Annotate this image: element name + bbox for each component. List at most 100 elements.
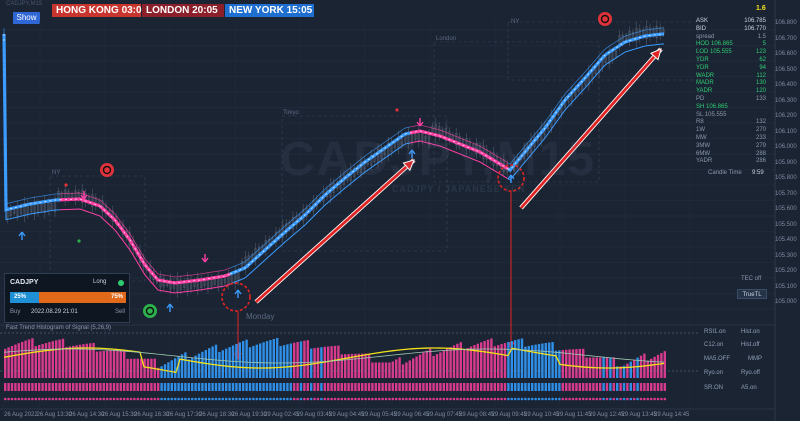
show-button[interactable]: Show <box>13 12 40 24</box>
chart-symbol-caption: CADJPY,M15 <box>6 1 43 7</box>
signal-strip-dot <box>354 397 357 401</box>
histogram-bar <box>446 348 449 378</box>
signal-bar <box>337 383 340 391</box>
candle-body <box>614 51 618 57</box>
time-tick-label: 29 Aug 04:45 <box>329 412 365 418</box>
histogram-bar <box>303 340 306 378</box>
ryo-off-toggle[interactable]: Ryo.off <box>741 370 760 376</box>
signal-bar <box>439 383 442 391</box>
info-panel-key: YDR <box>696 57 709 63</box>
histogram-bar <box>225 348 228 378</box>
time-tick-label: 26 Aug 19:30 <box>231 412 267 418</box>
signal-strip-dot <box>561 397 565 401</box>
histogram-bar <box>534 344 537 378</box>
info-panel-row: YADR 120 <box>696 87 766 95</box>
c12-toggle[interactable]: C12.on <box>704 342 724 348</box>
signal-bar <box>299 383 303 391</box>
histogram-bar <box>201 351 204 378</box>
trend-ma-dots <box>59 198 101 207</box>
signal-strip-dot <box>585 397 588 401</box>
histogram-bar <box>350 353 354 378</box>
signal-strip-dot <box>31 397 34 401</box>
rsi-toggle[interactable]: RSI1.on <box>704 329 726 335</box>
histogram-bar <box>102 350 105 378</box>
oscillator-title: Fast Trend Histogram of Signal (5,26,9) <box>6 325 112 331</box>
histogram-bar <box>340 354 343 378</box>
oscillator-slow-line <box>3 348 665 364</box>
signal-strip-dot <box>632 397 636 401</box>
price-tick-label: 106.500 <box>775 66 797 73</box>
info-panel-value: 270 <box>755 127 766 134</box>
signal-bar <box>401 383 405 391</box>
signal-bar <box>72 383 75 391</box>
a5-toggle[interactable]: A5.on <box>741 385 757 391</box>
signal-strip-dot <box>238 397 242 401</box>
signal-bar <box>418 383 422 391</box>
histogram-bar <box>663 351 666 378</box>
info-panel-key: YDR <box>696 64 709 71</box>
pair-sentiment-box[interactable]: CADJPY Long 25% 75% 2022.08.29 21:01 Buy… <box>4 273 130 323</box>
signal-bar <box>99 383 102 391</box>
signal-bar <box>10 383 14 391</box>
time-tick-label: 29 Aug 02:45 <box>264 412 300 418</box>
hist-toggle[interactable]: Hist.on <box>741 329 760 335</box>
session-label-ny: NY <box>511 19 520 25</box>
histogram-bar <box>4 348 7 378</box>
signal-bar <box>500 383 503 391</box>
ryo-on-toggle[interactable]: Ryo.on <box>704 370 724 376</box>
signal-bar <box>262 383 265 391</box>
signal-strip-dot <box>643 397 646 401</box>
histogram-bar <box>85 343 88 378</box>
histogram-bar <box>221 350 224 378</box>
price-tick-label: 105.900 <box>775 159 797 166</box>
signal-up-arrow <box>408 149 416 158</box>
histogram-bar <box>259 343 262 378</box>
info-panel-key: WADR <box>696 72 715 79</box>
hist-off-toggle[interactable]: Hist.off <box>741 342 760 348</box>
signal-strip-dot <box>133 397 136 401</box>
signal-bar <box>163 383 167 391</box>
signal-bar <box>446 383 449 391</box>
signal-bar <box>106 383 109 391</box>
tec-toggle[interactable]: TEC off <box>741 276 762 282</box>
signal-strip-dot <box>61 397 65 401</box>
signal-strip-dot <box>187 397 191 401</box>
histogram-bar <box>395 359 398 378</box>
price-tick-label: 105.500 <box>775 221 797 228</box>
ma5-toggle[interactable]: MA5.OFF <box>704 356 731 362</box>
histogram-bar <box>514 340 517 378</box>
signal-strip-dot <box>575 397 578 401</box>
histogram-bar <box>38 345 41 378</box>
signal-strip-dot <box>146 397 150 401</box>
histogram-bar <box>10 345 14 378</box>
signal-strip-dot <box>581 397 585 401</box>
signal-strip-dot <box>656 397 660 401</box>
histogram-bar <box>112 350 116 378</box>
histogram-bar <box>463 349 466 378</box>
price-tick-label: 106.600 <box>775 51 797 57</box>
sr-toggle[interactable]: SR.ON <box>704 385 724 391</box>
signal-bar <box>208 383 211 391</box>
signal-strip-dot <box>112 397 116 401</box>
signal-bar <box>497 383 500 391</box>
direction-dot-icon <box>118 280 124 286</box>
signal-bar <box>619 383 622 391</box>
histogram-bar <box>191 357 194 378</box>
histogram-bar <box>299 341 303 378</box>
histogram-bar <box>242 341 245 378</box>
signal-bar <box>463 383 466 391</box>
signal-bar <box>449 383 452 391</box>
truetl-button[interactable]: TrueTL <box>737 289 767 299</box>
buy-label[interactable]: Buy <box>10 309 21 315</box>
histogram-bar <box>123 349 126 378</box>
envelope-lower <box>3 43 61 221</box>
mmp-toggle[interactable]: MMP <box>748 356 762 362</box>
candle-body <box>23 202 26 217</box>
signal-bar <box>561 383 564 391</box>
sell-label[interactable]: Sell <box>115 309 126 315</box>
signal-strip-dot <box>622 397 626 401</box>
candle-time-label: Candle Time <box>708 170 742 176</box>
signal-bar <box>48 383 51 391</box>
info-panel-value: 288 <box>755 150 766 157</box>
